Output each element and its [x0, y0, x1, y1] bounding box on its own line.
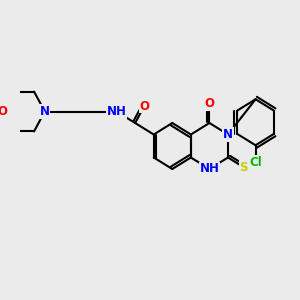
Text: O: O [204, 97, 214, 110]
Text: O: O [0, 105, 7, 118]
Text: Cl: Cl [249, 156, 262, 169]
Text: N: N [40, 105, 50, 118]
Text: N: N [223, 128, 233, 141]
Text: NH: NH [107, 105, 127, 118]
Text: NH: NH [200, 163, 219, 176]
Text: S: S [239, 161, 248, 174]
Text: O: O [139, 100, 149, 112]
